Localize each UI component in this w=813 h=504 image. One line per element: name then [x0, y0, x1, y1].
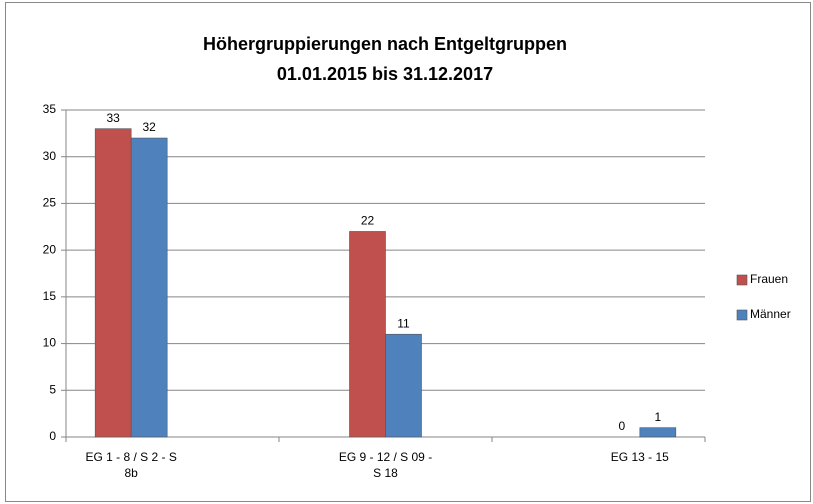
value-label: 33: [106, 111, 120, 125]
y-tick-label: 30: [43, 149, 57, 163]
bar: [130, 137, 168, 438]
y-tick-label: 10: [43, 336, 57, 350]
bar: [349, 231, 386, 438]
value-label: 22: [361, 214, 375, 228]
bar: [385, 333, 422, 438]
bar: [94, 128, 132, 438]
value-label: 0: [618, 419, 625, 433]
legend-label: Männer: [750, 307, 791, 321]
bar: [639, 427, 677, 438]
value-label: 11: [397, 316, 410, 330]
chart-title: Höhergruppierungen nach Entgeltgruppen: [203, 34, 567, 54]
legend-swatch: [736, 274, 748, 286]
x-tick-label: EG 1 - 8 / S 2 - S 8b: [85, 450, 177, 480]
y-tick-label: 20: [43, 242, 57, 256]
y-tick-label: 15: [43, 289, 57, 303]
chart-subtitle: 01.01.2015 bis 31.12.2017: [277, 64, 493, 84]
x-tick-label: EG 13 - 15: [610, 450, 669, 464]
y-tick-label: 0: [49, 429, 56, 443]
y-tick-label: 5: [49, 382, 56, 396]
y-tick-label: 35: [43, 102, 57, 116]
x-tick-label: EG 9 - 12 / S 09 - S 18: [338, 450, 433, 480]
y-tick-label: 25: [43, 196, 57, 210]
value-label: 32: [142, 120, 156, 134]
legend-swatch: [736, 309, 748, 321]
value-label: 1: [654, 410, 661, 424]
legend-label: Frauen: [750, 272, 788, 286]
